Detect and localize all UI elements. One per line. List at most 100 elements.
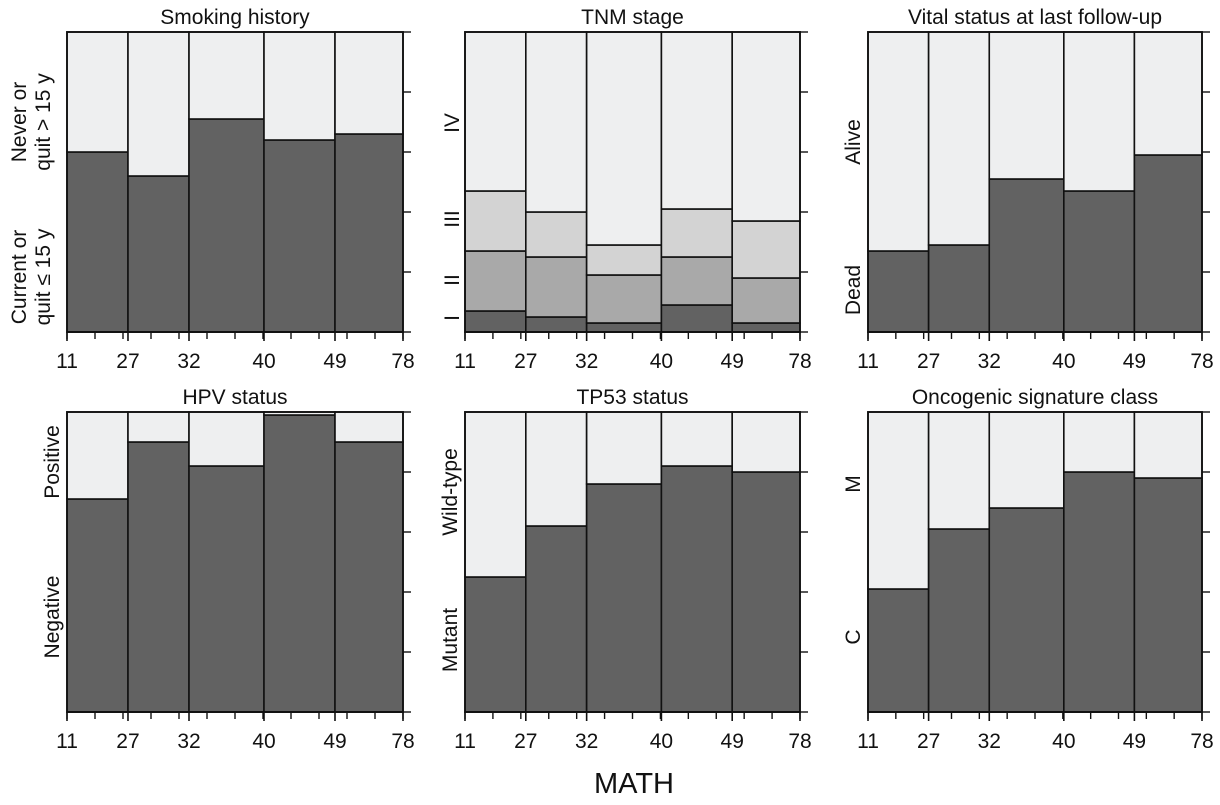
x-tick-label: 78	[788, 730, 811, 753]
x-tick-label: 27	[514, 350, 537, 373]
x-tick-label: 78	[391, 730, 414, 753]
bar-segment	[334, 411, 404, 443]
x-tick-label: 40	[1052, 730, 1075, 753]
x-tick-label: 49	[323, 350, 346, 373]
bar-segment	[731, 411, 801, 473]
bar-segment	[263, 414, 336, 713]
bar-segment	[263, 139, 336, 333]
bar-segment	[867, 250, 930, 333]
category-label: Current orquit ≤ 15 y	[8, 228, 55, 325]
bar-segment	[1063, 31, 1136, 192]
bar-segment	[585, 322, 663, 333]
category-label: I	[441, 315, 464, 321]
bar-segment	[927, 528, 991, 713]
bar-segment	[464, 31, 527, 192]
x-tick-label: 49	[721, 350, 744, 373]
x-tick-label: 11	[56, 350, 78, 373]
bar-segment	[127, 31, 190, 177]
x-tick-label: 78	[1190, 350, 1213, 373]
bar-segment	[66, 151, 129, 333]
chart-panel-5: 11 27 32 40 49 78 TP53 status Mutant Wild-type	[439, 386, 812, 753]
bar-segment	[988, 507, 1065, 713]
bar-segment	[66, 498, 129, 713]
x-tick-label: 49	[1123, 350, 1146, 373]
x-tick-label: 32	[575, 730, 598, 753]
bar-segment	[1063, 190, 1136, 333]
bar-segment	[867, 31, 930, 252]
x-tick-label: 49	[323, 730, 346, 753]
x-tick-label: 40	[252, 350, 275, 373]
bar-segment	[585, 274, 663, 324]
bar-segment	[1133, 31, 1203, 156]
category-label: C	[842, 629, 865, 644]
bar-segment	[263, 31, 336, 141]
category-label: Never orquit > 15 y	[8, 73, 55, 171]
x-tick-label: 27	[917, 730, 940, 753]
x-tick-label: 32	[177, 730, 200, 753]
bar-segment	[585, 244, 663, 276]
bar-segment	[464, 250, 527, 312]
chart-title: Vital status at last follow-up	[908, 6, 1162, 29]
x-tick-label: 78	[391, 350, 414, 373]
bar-segment	[585, 411, 663, 485]
x-tick-label: 27	[116, 730, 139, 753]
bar-segment	[127, 441, 190, 713]
chart-panel-3: 11 27 32 40 49 78 Vital status at last follow-…	[842, 6, 1214, 373]
x-tick-label: 40	[650, 730, 673, 753]
bar-segment	[731, 220, 801, 279]
bar-segment	[188, 411, 265, 467]
bar-segment	[334, 441, 404, 713]
bar-segment	[660, 208, 733, 258]
x-axis-label: MATH	[594, 768, 674, 800]
bar-segment	[731, 471, 801, 713]
x-tick-label: 11	[454, 730, 476, 753]
bar-segment	[464, 411, 527, 578]
x-tick-label: 11	[56, 730, 78, 753]
bar-segment	[1063, 411, 1136, 473]
bar-segment	[585, 31, 663, 246]
bar-segment	[731, 322, 801, 333]
chart-title: TP53 status	[576, 386, 688, 409]
bar-segment	[188, 31, 265, 120]
bar-segment	[585, 483, 663, 713]
x-tick-label: 27	[116, 350, 139, 373]
bar-segment	[731, 277, 801, 324]
bar-segment	[127, 175, 190, 333]
bar-segment	[988, 411, 1065, 509]
bar-segment	[660, 465, 733, 713]
category-label: Dead	[842, 265, 865, 315]
chart-title: Oncogenic signature class	[912, 386, 1158, 409]
bar-segment	[127, 411, 190, 443]
x-tick-label: 49	[721, 730, 744, 753]
x-tick-label: 11	[454, 350, 476, 373]
bar-segment	[731, 31, 801, 222]
bar-segment	[660, 31, 733, 210]
bar-segment	[334, 133, 404, 333]
category-label: Mutant	[439, 608, 462, 672]
bar-segment	[1063, 471, 1136, 713]
chart-panel-1: 11 27 32 40 49 78 Smoking history Current orqui…	[8, 6, 415, 373]
x-tick-label: 27	[514, 730, 537, 753]
category-label: II	[441, 274, 464, 286]
chart-title: TNM stage	[581, 6, 684, 29]
bar-segment	[1133, 411, 1203, 479]
bar-segment	[525, 316, 588, 333]
bar-segment	[660, 411, 733, 467]
bar-segment	[464, 576, 527, 713]
chart-title: HPV status	[182, 386, 287, 409]
bar-segment	[927, 244, 991, 333]
x-tick-label: 11	[857, 730, 879, 753]
x-tick-label: 27	[917, 350, 940, 373]
x-tick-label: 32	[978, 350, 1001, 373]
bar-segment	[188, 465, 265, 713]
category-label: Positive	[41, 425, 64, 499]
bar-segment	[927, 31, 991, 246]
bar-segment	[334, 31, 404, 135]
category-label: Negative	[41, 576, 64, 659]
bar-segment	[188, 118, 265, 333]
bar-segment	[525, 31, 588, 213]
bar-segment	[525, 211, 588, 258]
x-tick-label: 40	[1052, 350, 1075, 373]
bar-segment	[867, 411, 930, 590]
